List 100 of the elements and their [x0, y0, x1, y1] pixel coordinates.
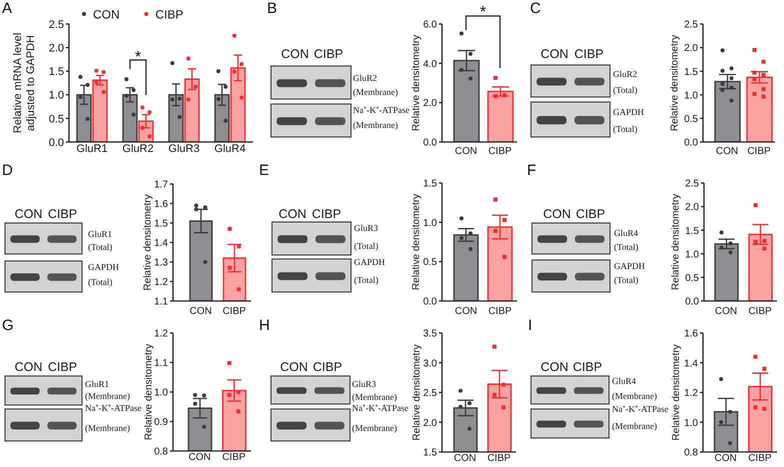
y-tick-label: 2.0	[685, 202, 700, 214]
y-axis-title: Relative densitometry	[670, 194, 682, 290]
text: GAPDH	[88, 262, 120, 272]
text: (Total)	[88, 277, 112, 287]
text: C	[530, 0, 541, 17]
y-tick-label: 2.0	[423, 98, 438, 110]
x-tick-label: CON	[190, 306, 212, 318]
y-tick-label: 0.0	[423, 296, 438, 308]
y-tick-label: 1.5	[48, 66, 64, 78]
y-axis-title: Relative densitometry	[671, 344, 682, 441]
text: Na⁺-K⁺-ATPase	[353, 105, 410, 115]
y-tick-label: 1.1	[154, 358, 168, 370]
y-axis-title: Relative densitometry	[144, 344, 154, 440]
text: (Membrane)	[612, 421, 657, 431]
text: CON	[540, 360, 568, 374]
text: F	[527, 162, 536, 179]
y-tick-label: 1.0	[685, 249, 700, 260]
x-tick-label: CON	[454, 453, 476, 464]
y-tick-label: 6.0	[423, 20, 438, 31]
y-tick-label: 2.0	[48, 42, 64, 55]
text: B	[267, 0, 278, 17]
y-tick-label: 0.8	[684, 448, 698, 459]
text: GluR4	[614, 228, 639, 238]
y-tick-label: 0.0	[684, 138, 698, 149]
text: (Membrane)	[352, 392, 397, 402]
text: (Total)	[614, 242, 638, 252]
x-tick-label: CIBP	[748, 306, 772, 318]
x-tick-label: CIBP	[747, 146, 771, 158]
y-tick-label: 1.2	[154, 328, 168, 340]
y-tick-label: 0.8	[154, 446, 168, 458]
x-tick-label: CON	[454, 146, 478, 158]
text: *	[480, 4, 486, 21]
y-tick-label: 1.2	[154, 277, 168, 288]
text: GluR2	[353, 73, 378, 83]
text: CIBP	[48, 207, 78, 221]
y-axis-title: Relative densitometry	[142, 194, 154, 291]
chart-title: A	[2, 0, 12, 17]
text: GluR4	[612, 376, 637, 386]
text: GAPDH	[354, 257, 386, 267]
text: CON	[14, 207, 42, 221]
text: CIBP	[574, 47, 604, 61]
y-tick-label: 0.0	[685, 296, 700, 308]
x-tick-label: CON	[188, 452, 211, 464]
x-tick-label: CON	[454, 306, 478, 318]
y-tick-label: 2.5	[685, 178, 700, 190]
y-tick-label: 1.2	[684, 388, 698, 400]
y-axis-title: Relative densitometry	[670, 34, 680, 132]
y-tick-label: 2.0	[423, 418, 438, 429]
y-tick-label: 4.0	[423, 58, 438, 70]
text: CON	[278, 207, 306, 221]
text: CIBP	[572, 360, 602, 374]
y-tick-label: 1.1	[154, 296, 168, 308]
y-tick-label: 0.0	[48, 136, 64, 149]
text: (Total)	[613, 85, 638, 95]
text: CON	[280, 360, 308, 374]
y-tick-label: 2.5	[684, 20, 698, 31]
y-tick-label: 1.5	[684, 66, 698, 78]
text: (Total)	[613, 124, 638, 134]
y-tick-label: 2.5	[48, 18, 64, 31]
text: CIBP	[48, 360, 78, 374]
y-tick-label: 1.5	[423, 178, 438, 190]
y-axis-title: Relative densitometry	[411, 194, 422, 290]
text: Na⁺-K⁺-ATPase	[612, 404, 668, 414]
text: E	[259, 162, 270, 179]
text: (Total)	[354, 241, 378, 251]
y-tick-label: 1.0	[684, 90, 698, 102]
text: GAPDH	[614, 261, 646, 271]
y-tick-label: 1.6	[154, 199, 168, 210]
text: CON	[281, 47, 309, 61]
text: GluR3	[352, 379, 377, 389]
x-tick-label: GluR2	[122, 142, 154, 155]
y-tick-label: 0.5	[423, 257, 438, 268]
text: CIBP	[576, 207, 606, 221]
x-tick-label: GluR3	[168, 142, 200, 155]
y-tick-label: 2.0	[684, 43, 698, 54]
text: CON	[14, 360, 42, 374]
y-tick-label: 1.5	[685, 226, 700, 237]
y-tick-label: 2.5	[423, 388, 438, 400]
text: (Total)	[88, 242, 112, 252]
text: (Membrane)	[85, 391, 130, 401]
text: (Total)	[354, 275, 378, 285]
y-tick-label: 1.0	[684, 418, 698, 429]
text: CON	[543, 207, 571, 221]
y-tick-label: 1.4	[154, 238, 168, 250]
y-tick-label: 1.0	[423, 218, 438, 229]
y-axis-title: Relative densitometry	[412, 344, 422, 441]
text: GluR2	[613, 69, 638, 79]
x-tick-label: CIBP	[487, 453, 511, 464]
text: D	[2, 162, 13, 179]
y-axis-title: Relative densitometry	[411, 34, 422, 132]
y-tick-label: 3.0	[423, 358, 438, 370]
y-tick-label: 1.3	[154, 258, 168, 269]
y-tick-label: 0.0	[423, 138, 438, 149]
text: CIBP	[312, 207, 342, 221]
y-tick-label: 1.5	[154, 218, 168, 230]
text: (Total)	[614, 275, 638, 285]
y-axis-title: Relative mRNA level adjusted to GAPDH	[12, 32, 37, 134]
text: G	[2, 317, 14, 334]
text: GluR1	[85, 379, 110, 389]
y-tick-label: 1.7	[154, 180, 168, 191]
